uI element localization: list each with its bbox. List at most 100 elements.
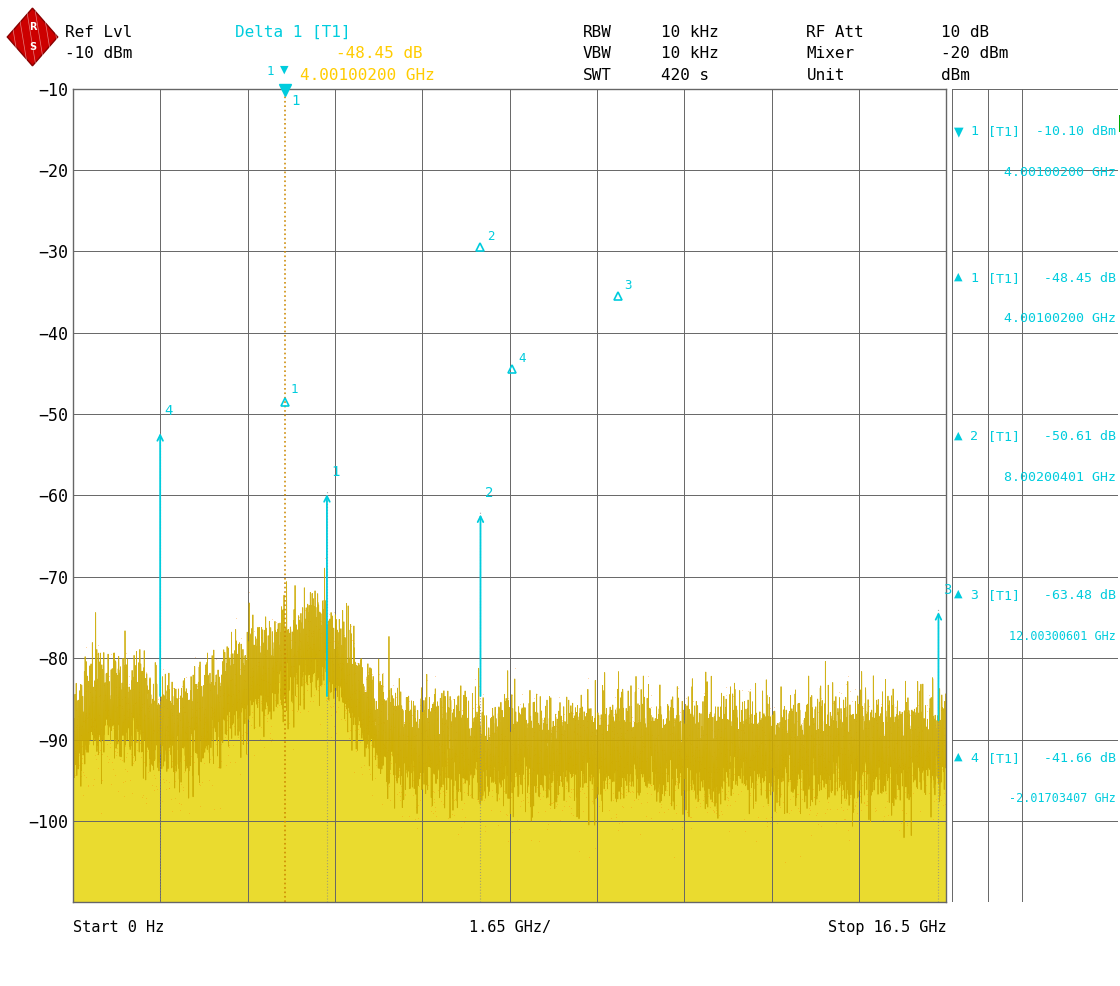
Text: 2: 2 (485, 485, 493, 500)
Point (711, 745, 729, 761)
Point (469, 678, 487, 694)
Point (159, 739, 177, 754)
Point (693, 775, 711, 791)
Point (243, 624, 261, 640)
Point (685, 770, 703, 786)
Point (124, 680, 142, 696)
Point (840, 732, 858, 747)
Point (718, 798, 736, 813)
Point (123, 709, 141, 725)
Point (514, 759, 532, 775)
Point (460, 733, 478, 748)
Point (606, 701, 624, 717)
Point (784, 779, 802, 795)
Point (748, 722, 766, 738)
Point (600, 776, 618, 792)
Point (903, 770, 921, 786)
Point (334, 684, 352, 700)
Point (675, 791, 693, 807)
Point (108, 746, 125, 762)
Point (850, 771, 868, 787)
Point (109, 783, 127, 799)
Point (118, 703, 136, 719)
Point (358, 689, 376, 705)
Point (675, 820, 693, 836)
Point (472, 792, 489, 808)
Point (819, 791, 837, 807)
Point (788, 770, 806, 786)
Point (931, 722, 949, 738)
Point (935, 735, 953, 750)
Point (848, 787, 866, 803)
Point (308, 653, 326, 669)
Point (297, 657, 315, 672)
Point (433, 706, 451, 722)
Point (797, 743, 815, 759)
Point (841, 723, 859, 739)
Point (77, 738, 95, 753)
Point (823, 695, 841, 711)
Point (553, 712, 571, 728)
Point (436, 765, 454, 781)
Point (358, 739, 376, 754)
Point (885, 740, 903, 756)
Point (603, 713, 620, 729)
Point (501, 701, 519, 717)
Point (338, 702, 356, 718)
Point (440, 741, 458, 757)
Point (769, 778, 787, 794)
Point (175, 752, 193, 768)
Point (520, 766, 538, 782)
Point (635, 740, 653, 755)
Point (906, 721, 924, 737)
Point (538, 787, 556, 803)
Point (243, 704, 261, 720)
Point (814, 753, 832, 769)
Point (92, 730, 110, 745)
Point (196, 755, 214, 771)
Point (116, 689, 134, 705)
Point (348, 740, 366, 756)
Point (706, 743, 724, 759)
Point (400, 733, 418, 748)
Point (301, 672, 319, 688)
Point (122, 705, 140, 721)
Point (228, 694, 246, 710)
Point (381, 721, 399, 737)
Point (270, 681, 288, 697)
Point (291, 633, 309, 649)
Point (793, 781, 811, 797)
Point (307, 618, 325, 634)
Point (494, 765, 512, 781)
Point (859, 750, 877, 766)
Point (256, 700, 274, 716)
Point (361, 709, 379, 725)
Point (547, 743, 564, 759)
Point (468, 750, 486, 766)
Point (890, 749, 908, 765)
Point (774, 749, 792, 765)
Point (772, 761, 790, 777)
Point (711, 780, 729, 796)
Point (624, 784, 642, 800)
Point (342, 691, 360, 707)
Point (894, 760, 912, 776)
Point (712, 694, 730, 710)
Point (874, 774, 892, 790)
Point (205, 678, 223, 694)
Point (480, 757, 498, 773)
Point (493, 735, 511, 750)
Point (317, 610, 335, 626)
Point (608, 709, 626, 725)
Point (769, 740, 787, 756)
Point (503, 724, 521, 740)
Point (641, 768, 659, 784)
Point (76, 712, 94, 728)
Point (913, 743, 931, 759)
Point (872, 750, 890, 766)
Point (781, 732, 799, 747)
Point (913, 723, 931, 739)
Point (298, 682, 316, 698)
Point (692, 728, 710, 743)
Point (598, 717, 616, 733)
